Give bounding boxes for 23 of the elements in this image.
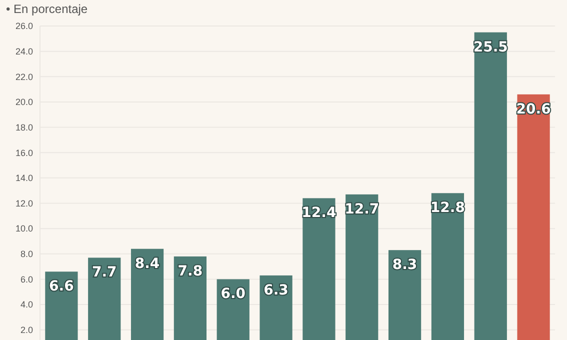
chart-subtitle: • En porcentaje xyxy=(6,2,88,16)
y-tick-label: 16.0 xyxy=(15,148,33,158)
y-tick-label: 14.0 xyxy=(15,173,33,184)
y-tick-label: 4.0 xyxy=(20,300,33,310)
data-label: 7.8 xyxy=(178,263,203,280)
y-tick-label: 20.0 xyxy=(15,97,33,108)
data-label: 8.3 xyxy=(392,257,418,274)
data-label: 6.3 xyxy=(264,282,288,298)
y-tick-label: 2.0 xyxy=(20,325,33,336)
data-label: 12.7 xyxy=(344,201,380,218)
data-label: 6.0 xyxy=(220,286,246,302)
y-tick-label: 24.0 xyxy=(15,46,33,56)
y-tick-label: 22.0 xyxy=(15,72,33,82)
y-tick-label: 26.0 xyxy=(15,21,33,32)
y-tick-label: 10.0 xyxy=(15,224,33,234)
y-tick-label: 12.0 xyxy=(15,198,33,208)
data-label: 7.7 xyxy=(92,264,117,281)
data-label: 8.4 xyxy=(134,256,160,272)
y-tick-label: 18.0 xyxy=(15,122,33,132)
data-label: 25.5 xyxy=(473,39,508,56)
data-label: 6.6 xyxy=(49,278,74,295)
y-tick-label: 6.0 xyxy=(20,274,33,284)
y-tick-label: 8.0 xyxy=(20,249,33,260)
